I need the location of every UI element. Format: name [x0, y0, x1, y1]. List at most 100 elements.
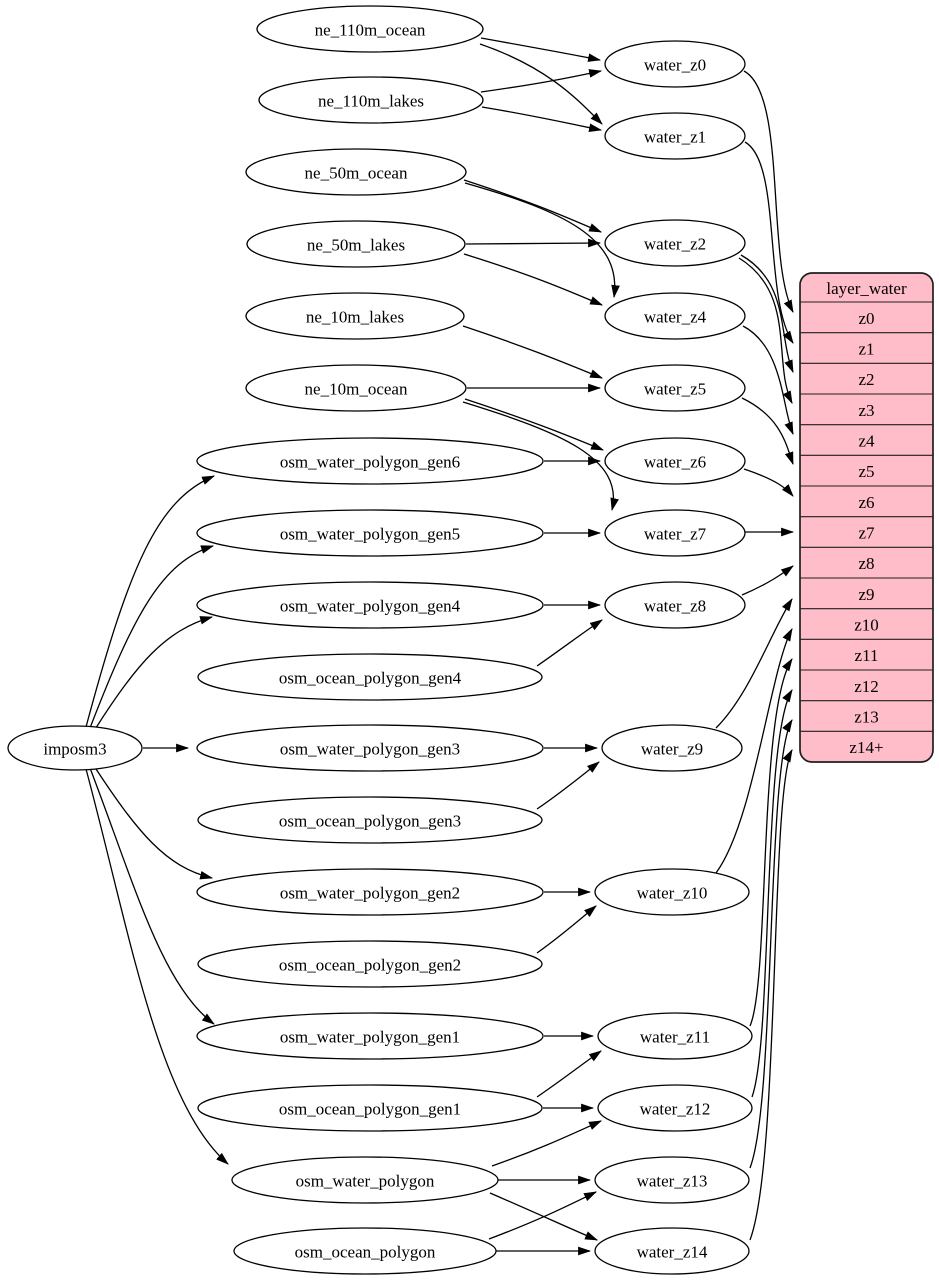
node-label-water_z2: water_z2: [644, 235, 706, 254]
node-label-water_z5: water_z5: [644, 380, 706, 399]
node-osm_ocean_polygon_gen4: osm_ocean_polygon_gen4: [197, 653, 543, 701]
edge-osm_water_polygon--water_z14: [489, 1192, 598, 1241]
node-ellipse-water_z6: [604, 437, 746, 485]
table-row-z2: z2: [858, 370, 874, 389]
node-ellipse-osm_water_polygon_gen2: [196, 868, 544, 916]
node-ellipse-water_z0: [604, 40, 746, 88]
node-ellipse-water_z12: [597, 1084, 753, 1132]
node-ellipse-osm_ocean_polygon_gen3: [197, 796, 543, 844]
edge-ne_50m_lakes--water_z4: [463, 253, 603, 306]
node-label-ne_10m_ocean: ne_10m_ocean: [305, 380, 408, 399]
node-ellipse-osm_water_polygon: [231, 1156, 499, 1204]
table-row-z1: z1: [858, 340, 874, 359]
node-osm_ocean_polygon_gen2: osm_ocean_polygon_gen2: [197, 940, 543, 988]
edge-ne_50m_ocean--water_z4: [464, 182, 620, 299]
table-title: layer_water: [826, 279, 907, 298]
node-water_z8: water_z8: [604, 581, 746, 629]
edge-ne_10m_ocean--water_z7: [462, 401, 619, 512]
node-label-water_z10: water_z10: [637, 884, 708, 903]
node-label-ne_10m_lakes: ne_10m_lakes: [306, 308, 404, 327]
table-row-z10: z10: [854, 616, 879, 635]
edge-imposm3--osm_water_polygon_gen2: [93, 765, 214, 880]
node-ellipse-water_z11: [597, 1012, 753, 1060]
edge-layer: [85, 37, 795, 1256]
node-osm_water_polygon_gen5: osm_water_polygon_gen5: [196, 509, 544, 557]
edge-osm_ocean_polygon_gen4--water_z8: [536, 619, 603, 667]
node-osm_water_polygon_gen3: osm_water_polygon_gen3: [196, 724, 544, 772]
edge-water_z12--layer_water-z12: [751, 689, 793, 1098]
node-water_z0: water_z0: [604, 40, 746, 88]
node-osm_ocean_polygon_gen3: osm_ocean_polygon_gen3: [197, 796, 543, 844]
node-label-osm_ocean_polygon: osm_ocean_polygon: [295, 1243, 436, 1262]
node-ellipse-ne_50m_ocean: [245, 148, 467, 196]
node-ellipse-imposm3: [7, 725, 143, 771]
node-ellipse-water_z4: [604, 292, 746, 340]
table-layer: layer_water z0 z1 z2 z3 z4 z5 z6 z7 z8 z9 z10 z11 z12…: [799, 272, 934, 763]
node-ellipse-water_z5: [604, 364, 746, 412]
node-label-osm_ocean_polygon_gen4: osm_ocean_polygon_gen4: [279, 669, 462, 688]
node-ellipse-osm_water_polygon_gen1: [196, 1012, 544, 1060]
table-row-z9: z9: [858, 585, 874, 604]
node-water_z10: water_z10: [594, 868, 750, 916]
node-water_z2: water_z2: [604, 219, 746, 267]
node-ellipse-osm_ocean_polygon: [233, 1227, 497, 1275]
node-ellipse-water_z7: [604, 509, 746, 557]
node-label-ne_110m_ocean: ne_110m_ocean: [315, 21, 426, 40]
node-ellipse-ne_10m_ocean: [245, 364, 467, 412]
node-label-water_z0: water_z0: [644, 56, 706, 75]
node-label-imposm3: imposm3: [43, 740, 106, 759]
node-ellipse-ne_50m_lakes: [246, 220, 466, 268]
node-label-osm_water_polygon_gen3: osm_water_polygon_gen3: [280, 740, 460, 759]
node-label-ne_50m_ocean: ne_50m_ocean: [305, 164, 408, 183]
table-row-z0: z0: [858, 309, 874, 328]
node-imposm3: imposm3: [7, 725, 143, 771]
node-ellipse-osm_water_polygon_gen3: [196, 724, 544, 772]
table-row-z6: z6: [858, 493, 874, 512]
node-label-water_z4: water_z4: [644, 308, 707, 327]
node-ellipse-osm_water_polygon_gen6: [196, 437, 544, 485]
edge-water_z2--layer_water-z2: [740, 254, 794, 374]
node-osm_water_polygon: osm_water_polygon: [231, 1156, 499, 1204]
node-label-osm_water_polygon_gen2: osm_water_polygon_gen2: [280, 884, 460, 903]
edge-ne_110m_lakes--water_z0: [480, 69, 603, 93]
node-label-water_z8: water_z8: [644, 597, 706, 616]
table-row-z14+: z14+: [849, 738, 883, 757]
node-label-water_z11: water_z11: [640, 1028, 710, 1047]
edge-ne_110m_lakes--water_z1: [481, 106, 603, 132]
edge-imposm3--osm_water_polygon_gen5: [89, 545, 215, 729]
node-ne_50m_ocean: ne_50m_ocean: [245, 148, 467, 196]
node-label-water_z13: water_z13: [637, 1172, 708, 1191]
node-ellipse-osm_ocean_polygon_gen4: [197, 653, 543, 701]
node-water_z5: water_z5: [604, 364, 746, 412]
edge-imposm3--osm_water_polygon_gen6: [85, 475, 215, 728]
edge-ne_110m_ocean--water_z0: [480, 37, 602, 62]
node-ellipse-ne_110m_lakes: [258, 76, 484, 124]
table-row-z3: z3: [858, 401, 874, 420]
edge-ne_10m_ocean--water_z6: [464, 398, 605, 451]
node-label-osm_water_polygon_gen1: osm_water_polygon_gen1: [280, 1028, 460, 1047]
node-water_z1: water_z1: [604, 112, 746, 160]
layer-water-table: layer_water z0 z1 z2 z3 z4 z5 z6 z7 z8 z9 z10 z11 z12…: [799, 272, 934, 763]
node-ellipse-ne_10m_lakes: [245, 292, 465, 340]
edge-water_z1--layer_water-z1: [744, 141, 794, 344]
edge-water_z8--layer_water-z8: [741, 565, 794, 596]
node-osm_water_polygon_gen6: osm_water_polygon_gen6: [196, 437, 544, 485]
node-water_z6: water_z6: [604, 437, 746, 485]
node-ne_50m_lakes: ne_50m_lakes: [246, 220, 466, 268]
edge-ne_110m_ocean--water_z1: [479, 43, 603, 125]
node-ellipse-osm_ocean_polygon_gen2: [197, 940, 543, 988]
node-water_z9: water_z9: [601, 724, 743, 772]
edge-imposm3--osm_water_polygon_gen1: [89, 767, 215, 1025]
node-osm_ocean_polygon_gen1: osm_ocean_polygon_gen1: [197, 1084, 543, 1132]
edge-ne_50m_ocean--water_z2: [463, 179, 602, 233]
node-label-ne_50m_lakes: ne_50m_lakes: [307, 236, 405, 255]
edge-imposm3--osm_water_polygon: [85, 768, 229, 1165]
node-water_z11: water_z11: [597, 1012, 753, 1060]
edge-ne_10m_lakes--water_z5: [462, 325, 604, 379]
table-row-z11: z11: [855, 646, 879, 665]
node-ellipse-osm_water_polygon_gen4: [196, 581, 544, 629]
edge-osm_ocean_polygon_gen3--water_z9: [536, 761, 600, 810]
node-osm_water_polygon_gen2: osm_water_polygon_gen2: [196, 868, 544, 916]
node-ellipse-osm_water_polygon_gen5: [196, 509, 544, 557]
table-row-z13: z13: [854, 708, 879, 727]
